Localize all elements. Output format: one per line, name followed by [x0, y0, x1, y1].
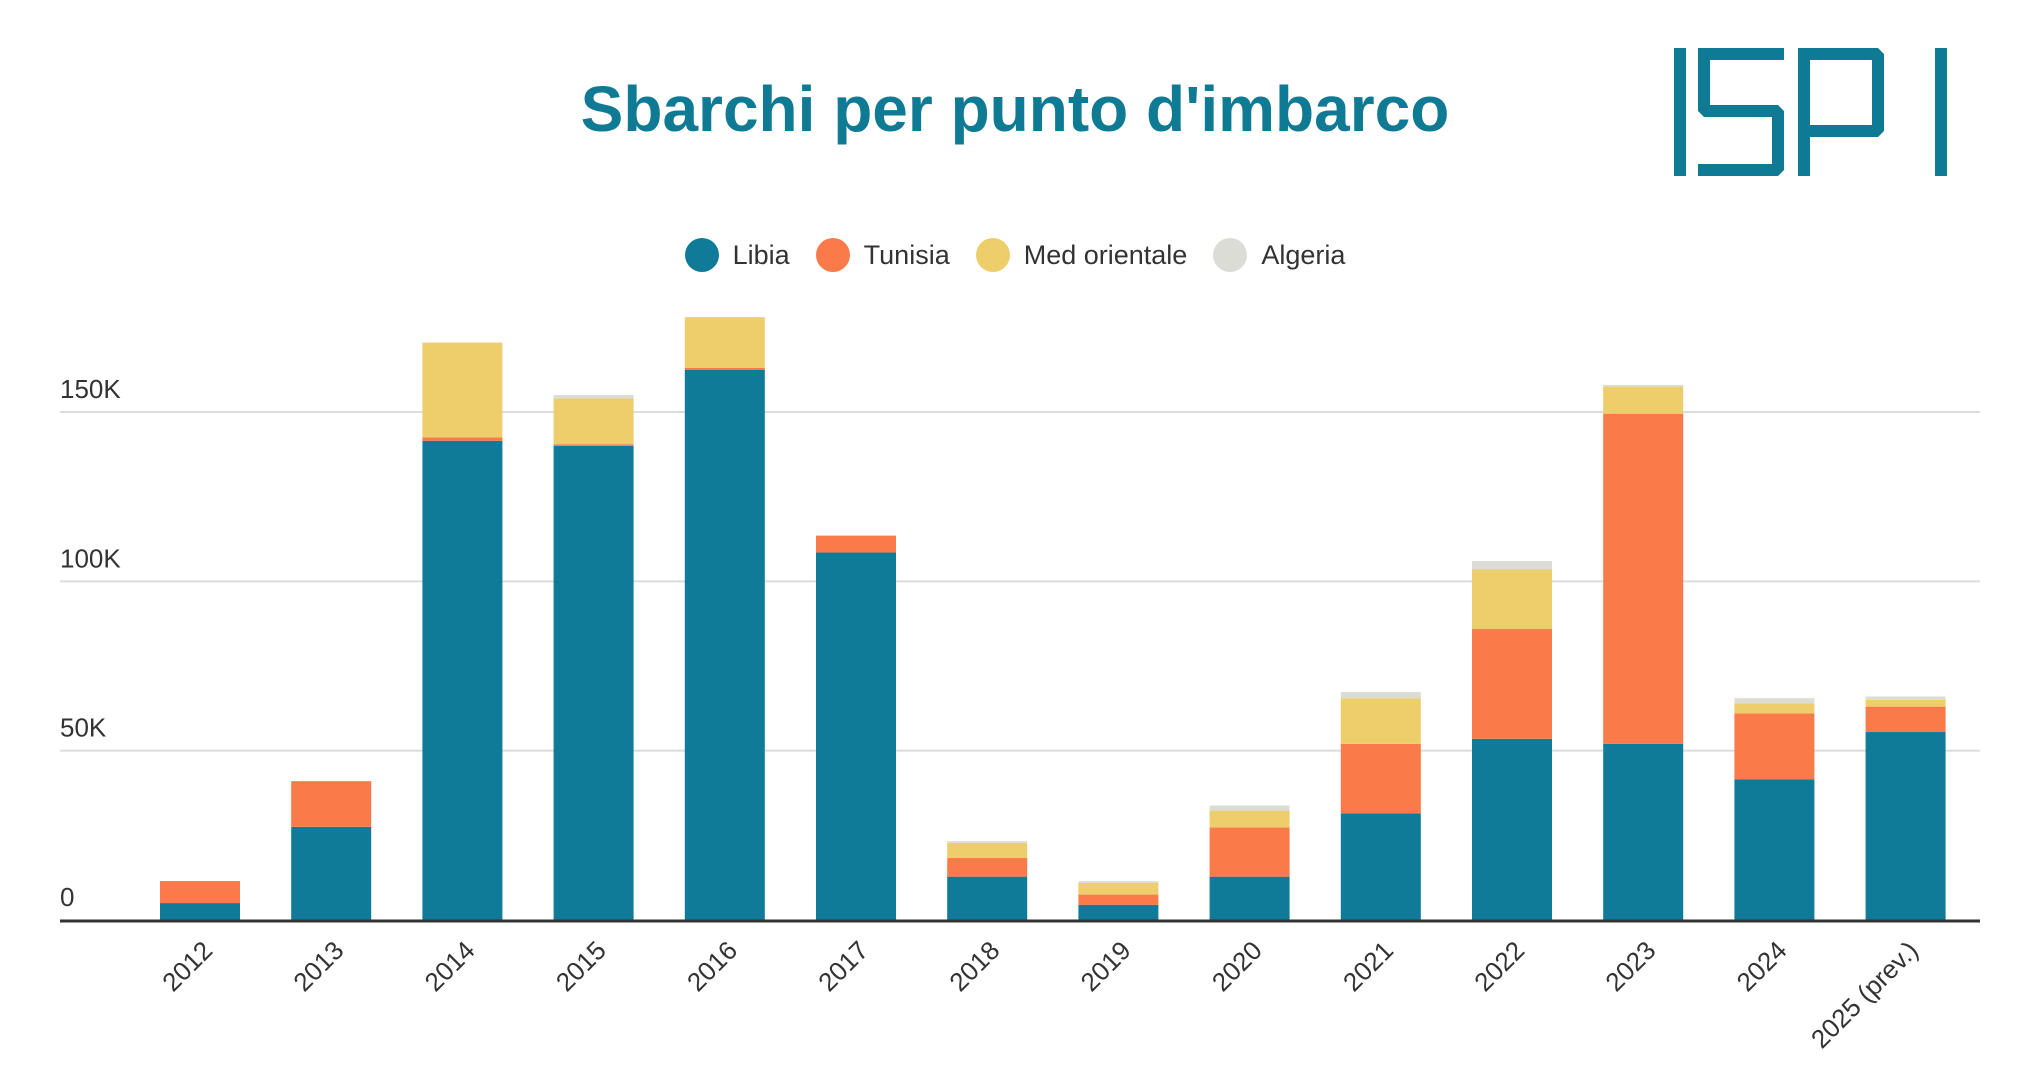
legend-swatch: [684, 238, 719, 272]
legend-item-algeria[interactable]: Algeria: [1213, 238, 1345, 272]
bar-segment-tunisia[interactable]: [684, 367, 765, 370]
x-tick-label: 2019: [1075, 935, 1137, 997]
bar-segment-libia[interactable]: [1078, 904, 1159, 920]
x-tick-label: 2017: [812, 935, 874, 997]
bar-segment-libia[interactable]: [1603, 743, 1684, 920]
chart-legend: Libia Tunisia Med orientale Algeria: [0, 238, 2030, 272]
legend-swatch: [815, 238, 850, 272]
bar-segment-libia[interactable]: [553, 445, 634, 920]
bar-segment-tunisia[interactable]: [1209, 827, 1290, 877]
x-tick-label: 2021: [1337, 935, 1399, 997]
chart-title: Sbarchi per punto d'imbarco: [580, 73, 1450, 145]
bar-segment-med-orientale[interactable]: [1734, 703, 1815, 714]
x-tick-label: 2020: [1206, 935, 1268, 997]
bar-segment-libia[interactable]: [1340, 813, 1421, 920]
bar-segment-tunisia[interactable]: [1078, 894, 1159, 905]
legend-item-tunisia[interactable]: Tunisia: [815, 238, 950, 272]
bar-segment-med-orientale[interactable]: [684, 317, 765, 368]
bar-segment-algeria[interactable]: [553, 395, 634, 399]
y-tick-label: 100K: [60, 543, 121, 573]
bar-segment-algeria[interactable]: [1734, 698, 1815, 704]
x-tick-label: 2018: [943, 935, 1005, 997]
bar-segment-med-orientale[interactable]: [553, 398, 634, 445]
legend-label: Tunisia: [863, 239, 950, 270]
bar-segment-tunisia[interactable]: [160, 881, 240, 904]
bar-segment-med-orientale[interactable]: [422, 342, 503, 438]
x-tick-label: 2025 (prev.): [1805, 935, 1924, 1054]
bar-segment-libia[interactable]: [1865, 732, 1946, 920]
ispi-logo: [1674, 48, 1947, 176]
legend-item-libia[interactable]: Libia: [684, 238, 790, 272]
x-tick-label: 2012: [156, 935, 218, 997]
bar-segment-algeria[interactable]: [1472, 561, 1552, 570]
bar-segment-med-orientale[interactable]: [1603, 386, 1684, 414]
legend-item-med-orientale[interactable]: Med orientale: [975, 238, 1188, 272]
bar-segment-tunisia[interactable]: [947, 858, 1028, 877]
y-tick-label: 50K: [60, 713, 107, 743]
x-tick-label: 2024: [1731, 935, 1793, 997]
bar-segment-libia[interactable]: [684, 369, 765, 921]
x-tick-label: 2023: [1599, 935, 1661, 997]
bar-segment-tunisia[interactable]: [1603, 413, 1684, 744]
bar-segment-tunisia[interactable]: [1472, 628, 1552, 739]
bar-segment-libia[interactable]: [422, 440, 503, 920]
bar-segment-med-orientale[interactable]: [1078, 882, 1159, 895]
bar-segment-tunisia[interactable]: [291, 781, 372, 827]
x-tick-label: 2015: [550, 935, 612, 997]
bar-segment-libia[interactable]: [291, 826, 372, 920]
legend-label: Libia: [732, 239, 790, 270]
bar-segment-libia[interactable]: [160, 903, 240, 920]
y-tick-label: 150K: [60, 374, 121, 404]
bar-segment-med-orientale[interactable]: [1340, 698, 1421, 744]
bar-segment-algeria[interactable]: [1078, 881, 1159, 883]
bar-segment-libia[interactable]: [1209, 876, 1290, 920]
bar-segment-libia[interactable]: [816, 552, 896, 920]
bar-segment-algeria[interactable]: [947, 841, 1028, 843]
bar-segment-libia[interactable]: [1472, 738, 1552, 920]
bar-segment-algeria[interactable]: [1603, 384, 1684, 387]
bar-segment-tunisia[interactable]: [1734, 713, 1815, 780]
bar-segment-med-orientale[interactable]: [947, 842, 1028, 859]
bar-segment-libia[interactable]: [947, 876, 1028, 920]
bar-segment-algeria[interactable]: [1209, 805, 1290, 811]
bar-segment-tunisia[interactable]: [1340, 743, 1421, 814]
bar-segment-algeria[interactable]: [1865, 696, 1946, 700]
x-tick-label: 2014: [419, 935, 481, 997]
legend-label: Algeria: [1261, 239, 1346, 270]
bar-segment-tunisia[interactable]: [816, 535, 896, 553]
y-tick-label: 0: [60, 882, 74, 912]
x-tick-label: 2013: [287, 935, 349, 997]
x-tick-label: 2016: [681, 935, 743, 997]
bar-segment-med-orientale[interactable]: [1865, 699, 1946, 707]
legend-swatch: [1213, 238, 1248, 272]
bar-segment-med-orientale[interactable]: [1472, 569, 1552, 629]
bar-segment-tunisia[interactable]: [553, 444, 634, 446]
bar-segment-tunisia[interactable]: [1865, 706, 1946, 733]
bar-segment-algeria[interactable]: [1340, 692, 1421, 699]
legend-label: Med orientale: [1023, 239, 1188, 270]
x-tick-label: 2022: [1468, 935, 1530, 997]
legend-swatch: [975, 238, 1010, 272]
bar-segment-tunisia[interactable]: [422, 437, 503, 441]
bar-segment-med-orientale[interactable]: [1209, 810, 1290, 828]
bar-segment-libia[interactable]: [1734, 779, 1815, 920]
